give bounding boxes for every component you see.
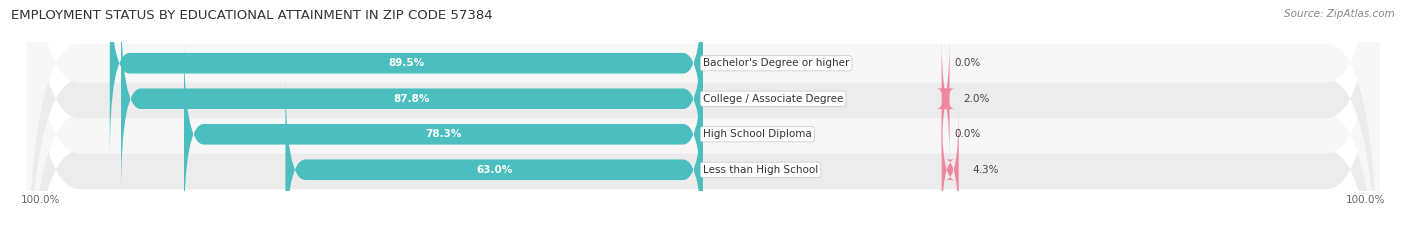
- Text: Bachelor's Degree or higher: Bachelor's Degree or higher: [703, 58, 849, 68]
- FancyBboxPatch shape: [27, 0, 1379, 233]
- Text: 78.3%: 78.3%: [426, 129, 461, 139]
- Text: 0.0%: 0.0%: [955, 129, 981, 139]
- FancyBboxPatch shape: [110, 0, 703, 159]
- FancyBboxPatch shape: [27, 0, 1379, 233]
- FancyBboxPatch shape: [184, 38, 703, 230]
- Text: Less than High School: Less than High School: [703, 165, 818, 175]
- FancyBboxPatch shape: [27, 0, 1379, 233]
- Text: 0.0%: 0.0%: [955, 58, 981, 68]
- Text: EMPLOYMENT STATUS BY EDUCATIONAL ATTAINMENT IN ZIP CODE 57384: EMPLOYMENT STATUS BY EDUCATIONAL ATTAINM…: [11, 9, 494, 22]
- Text: Source: ZipAtlas.com: Source: ZipAtlas.com: [1284, 9, 1395, 19]
- Text: 63.0%: 63.0%: [477, 165, 512, 175]
- Text: High School Diploma: High School Diploma: [703, 129, 811, 139]
- FancyBboxPatch shape: [942, 109, 959, 230]
- Text: 2.0%: 2.0%: [963, 94, 990, 104]
- FancyBboxPatch shape: [936, 38, 955, 159]
- FancyBboxPatch shape: [27, 0, 1379, 233]
- FancyBboxPatch shape: [121, 3, 703, 195]
- FancyBboxPatch shape: [285, 74, 703, 233]
- Text: 4.3%: 4.3%: [972, 165, 998, 175]
- Text: 89.5%: 89.5%: [388, 58, 425, 68]
- Text: College / Associate Degree: College / Associate Degree: [703, 94, 844, 104]
- Text: 87.8%: 87.8%: [394, 94, 430, 104]
